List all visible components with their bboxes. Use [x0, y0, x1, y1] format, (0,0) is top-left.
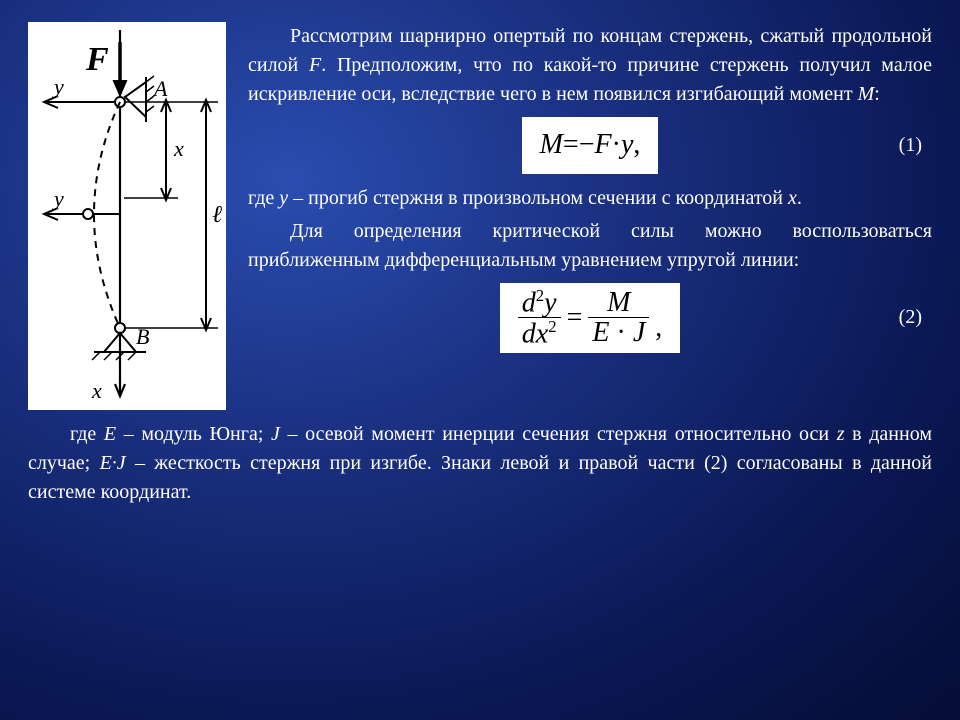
p2c: .: [797, 187, 802, 209]
diagram-svg: F y A y: [28, 22, 226, 410]
label-xaxis: x: [91, 378, 102, 403]
eq1-F: F: [595, 125, 612, 166]
eq2-M: M: [603, 288, 634, 317]
p4c: – осевой момент инерции сечения стержня …: [280, 423, 837, 445]
p1b: . Предположим, что по какой-то причине с…: [248, 54, 932, 105]
top-row: F y A y: [28, 22, 932, 410]
eq2-sup2: 2: [548, 317, 556, 336]
eq2-J: J: [633, 317, 645, 348]
eq2-sup1: 2: [536, 286, 544, 305]
eq2-d: d: [522, 287, 536, 318]
eq1-eq: =: [563, 125, 579, 166]
p4b: – модуль Юнга;: [116, 423, 271, 445]
sym-y: y: [279, 187, 288, 209]
p2a: где: [248, 187, 279, 209]
formula-1: M = − F · y ,: [522, 117, 659, 174]
eq2-y: y: [544, 287, 556, 318]
label-l: ℓ: [212, 202, 222, 228]
eq1-y: y: [621, 125, 633, 166]
p4a: где: [70, 423, 104, 445]
eq2-dx: dx: [522, 319, 548, 350]
label-y2: y: [52, 186, 64, 211]
label-F: F: [85, 41, 109, 78]
sym-F: F: [309, 54, 321, 76]
label-y1: y: [52, 74, 64, 99]
label-x1: x: [173, 136, 184, 161]
eq2-dot: ·: [609, 317, 632, 348]
eq1-comma: ,: [633, 125, 640, 166]
buckling-diagram: F y A y: [28, 22, 226, 410]
formula-2-row: d2y dx2 = M E · J , (2): [248, 283, 932, 353]
sym-E: E: [104, 423, 116, 445]
eq2-number: (2): [899, 303, 922, 332]
sym-EJ: E·J: [100, 452, 126, 474]
colon: :: [874, 83, 880, 105]
label-A: A: [152, 76, 168, 101]
paragraph-2: где y – прогиб стержня в произвольном се…: [248, 184, 932, 213]
sym-z: z: [837, 423, 845, 445]
formula-2: d2y dx2 = M E · J ,: [500, 283, 681, 353]
eq2-lhs-frac: d2y dx2: [518, 287, 561, 349]
eq2-rhs-frac: M E · J: [588, 288, 649, 348]
p2b: – прогиб стержня в произвольном сечении …: [288, 187, 788, 209]
paragraph-1: Рассмотрим шарнирно опертый по концам ст…: [248, 22, 932, 109]
eq2-comma: ,: [655, 308, 662, 349]
eq1-sign: −: [579, 125, 595, 166]
p4e: – жесткость стержня при изгибе. Знаки ле…: [28, 452, 932, 503]
eq2-eq: =: [567, 298, 583, 339]
paragraph-4: где E – модуль Юнга; J – осевой момент и…: [28, 420, 932, 507]
eq2-E: E: [592, 317, 609, 348]
sym-x: x: [788, 187, 797, 209]
eq1-dot: ·: [612, 125, 621, 166]
eq1-number: (1): [899, 131, 922, 160]
formula-1-row: M = − F · y , (1): [248, 117, 932, 174]
paragraph-3: Для определения критической силы можно в…: [248, 217, 932, 275]
sym-M: M: [858, 83, 875, 105]
sym-J: J: [271, 423, 280, 445]
right-column: Рассмотрим шарнирно опертый по концам ст…: [248, 22, 932, 363]
eq1-lhs: M: [540, 125, 563, 166]
slide: F y A y: [0, 0, 960, 720]
